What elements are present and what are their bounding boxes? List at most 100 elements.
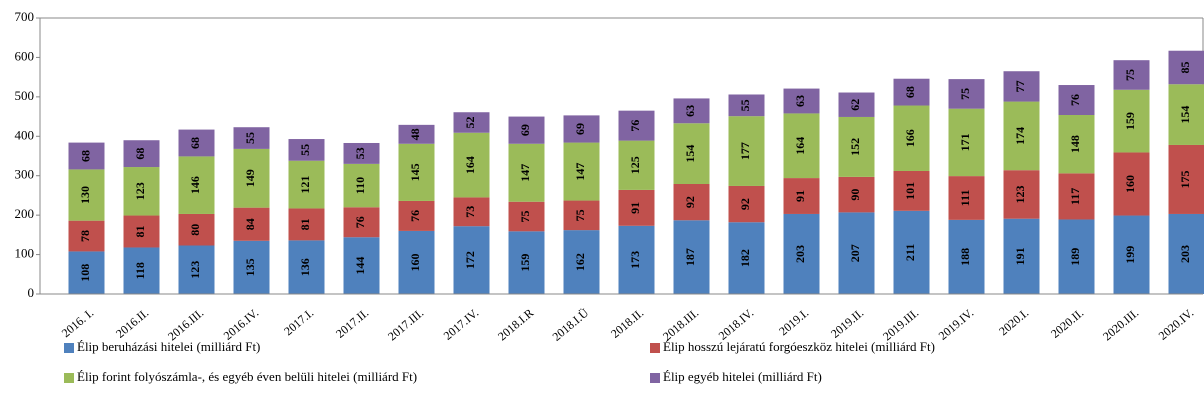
data-label: 68 [78, 150, 92, 162]
x-tick-label: 2017.III. [385, 306, 426, 344]
bar-segment [398, 143, 435, 201]
bar-segment [1058, 114, 1095, 174]
bar-segment [1058, 173, 1095, 220]
bar-segment [233, 240, 270, 294]
y-tick-label: 600 [15, 48, 35, 63]
data-label: 154 [683, 145, 697, 163]
data-label: 52 [463, 116, 477, 128]
data-label: 173 [628, 251, 642, 269]
y-tick-label: 300 [15, 167, 35, 182]
data-label: 118 [133, 262, 147, 279]
bar-segment [1003, 218, 1040, 294]
data-label: 189 [1068, 248, 1082, 266]
legend-swatch [64, 343, 74, 353]
bar-segment [178, 156, 215, 214]
bar-segment [728, 222, 765, 294]
bar-segment [1058, 219, 1095, 294]
x-tick-label: 2016.II. [113, 306, 151, 341]
data-label: 63 [683, 105, 697, 117]
bar-segment [288, 160, 325, 209]
bar-segment [1003, 71, 1040, 102]
bar-segment [1058, 85, 1095, 115]
x-tick-label: 2017.I. [281, 306, 316, 339]
bar-segment [398, 230, 435, 294]
data-label: 69 [573, 123, 587, 135]
bar-segment [618, 110, 655, 141]
bar-segment [233, 148, 270, 208]
bar-segment [893, 210, 930, 294]
y-tick-label: 200 [15, 206, 35, 221]
bar-segment [178, 245, 215, 294]
y-tick-label: 100 [15, 246, 35, 261]
y-tick-label: 0 [28, 285, 35, 300]
legend-swatch [64, 373, 74, 383]
x-tick-label: 2017.IV. [441, 306, 482, 343]
bar-segment [343, 237, 380, 294]
data-label: 101 [903, 182, 917, 200]
bar-segment [783, 113, 820, 179]
bar-segment [398, 124, 435, 144]
data-label: 152 [848, 138, 862, 156]
bar-segment [618, 225, 655, 294]
data-label: 92 [738, 198, 752, 210]
data-label: 90 [848, 189, 862, 201]
bar-segment [288, 139, 325, 161]
bar-segment [783, 178, 820, 214]
data-label: 62 [848, 99, 862, 111]
bar-segment [618, 140, 655, 190]
data-label: 76 [408, 210, 422, 222]
bar-segment [508, 143, 545, 202]
data-label: 166 [903, 129, 917, 147]
bar-segment [563, 200, 600, 231]
data-label: 211 [903, 244, 917, 261]
bar-segment [728, 94, 765, 117]
bar-segment [783, 213, 820, 294]
data-label: 91 [628, 202, 642, 214]
bar-segment [178, 129, 215, 157]
bar-segment [453, 197, 490, 227]
bar-segment [178, 213, 215, 246]
data-label: 145 [408, 163, 422, 181]
bar-segment [783, 88, 820, 114]
bar-segment [1168, 144, 1204, 214]
data-label: 188 [958, 248, 972, 266]
data-label: 76 [628, 120, 642, 132]
bar-segment [1113, 215, 1150, 294]
data-label: 110 [353, 177, 367, 194]
bar-segment [563, 142, 600, 201]
x-tick-label: 2019.I. [776, 306, 811, 339]
data-label: 171 [958, 133, 972, 151]
legend-swatch [650, 373, 660, 383]
bar-segment [68, 142, 105, 170]
bar-segment [508, 116, 545, 144]
data-label: 80 [188, 224, 202, 236]
bar-segment [343, 163, 380, 208]
x-tick-label: 2018.II. [608, 306, 646, 341]
bar-segment [123, 215, 160, 248]
x-tick-label: 2018.IV. [716, 306, 757, 343]
data-label: 85 [1178, 61, 1192, 73]
data-label: 172 [463, 251, 477, 269]
data-label: 177 [738, 142, 752, 160]
data-label: 123 [133, 182, 147, 200]
data-label: 75 [518, 211, 532, 223]
data-label: 68 [188, 137, 202, 149]
bar-segment [673, 183, 710, 221]
bar-segment [398, 200, 435, 231]
data-label: 123 [1013, 185, 1027, 203]
data-label: 130 [78, 186, 92, 204]
bar-segment [948, 108, 985, 177]
x-tick-label: 2019.II. [828, 306, 866, 341]
data-label: 111 [958, 190, 972, 207]
bar-segment [343, 207, 380, 238]
data-label: 146 [188, 176, 202, 194]
bar-segment [453, 132, 490, 198]
data-label: 77 [1013, 80, 1027, 92]
data-label: 162 [573, 253, 587, 271]
data-label: 68 [903, 86, 917, 98]
data-label: 182 [738, 249, 752, 267]
data-label: 154 [1178, 106, 1192, 124]
data-label: 159 [1123, 112, 1137, 130]
data-label: 84 [243, 218, 257, 230]
x-tick-label: 2018.I.Ü [550, 305, 592, 343]
